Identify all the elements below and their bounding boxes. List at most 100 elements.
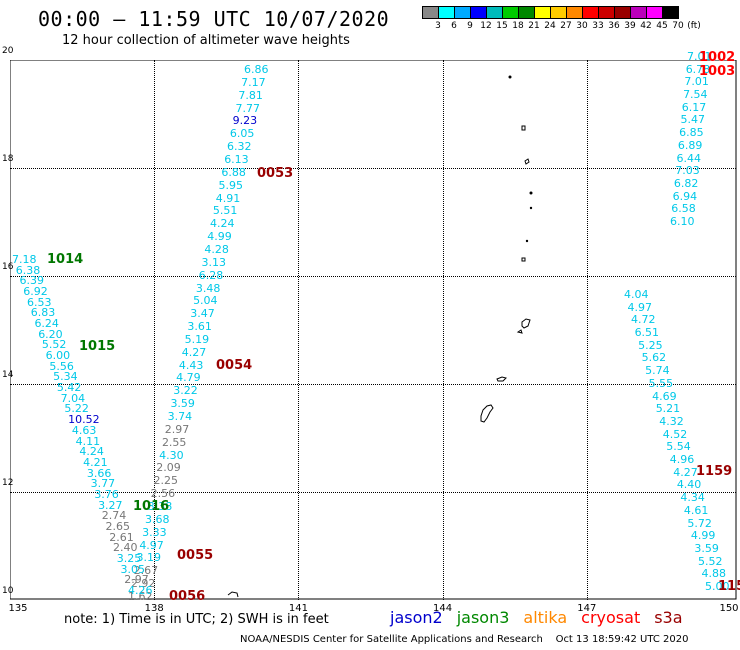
satellite-label: cryosat [581,608,641,627]
swh-value: 2.56 [150,487,176,501]
swh-value: 6.39 [19,274,44,288]
wave-height-map: 20 18 16 14 12 10 135 138 141 144 147 150 6.86 7.17 7… [2,46,740,614]
swh-value: 3.77 [90,477,116,491]
island [529,191,533,195]
legend-swatch [598,6,615,19]
legend-swatch [486,6,503,19]
legend-swatch [550,6,567,19]
swh-value: 5.42 [56,381,82,395]
legend-label: 42 [640,21,652,31]
swh-value: 4.04 [624,288,649,301]
swh-value: 5.52 [41,338,67,352]
time-label: 1002 [699,50,736,65]
swh-value: 6.28 [198,268,224,282]
swh-value: 4.72 [631,313,656,327]
time-label: 115 [718,579,740,594]
swh-value: 7.03 [675,164,700,178]
swh-value: 3.74 [167,410,193,424]
swh-value: 6.92 [23,285,48,299]
swh-value: 4.61 [683,503,709,517]
swh-value: 3.19 [136,551,161,565]
color-legend: 3 6 9 12 15 18 21 24 27 30 33 36 39 42 45 70 (ft) [422,6,701,31]
legend-label: 3 [435,21,441,31]
time-label: 0055 [177,548,214,563]
island [524,158,530,165]
swh-value: 4.97 [627,300,653,314]
legend-label: 70 [672,21,684,31]
swh-value: 2.09 [156,461,181,475]
swh-value: 6.32 [227,140,252,154]
latitude-label: 12 [2,478,14,488]
legend-swatch [438,6,455,19]
latitude-line [10,168,736,169]
longitude-line [298,60,300,600]
swh-value: 5.95 [218,178,244,192]
swh-value: 5.74 [645,364,670,378]
time-label: 1016 [133,499,170,514]
swh-value: 4.91 [215,191,241,205]
swh-value: 4.34 [680,491,705,505]
swh-value: 4.24 [210,217,235,231]
legend-swatch [582,6,599,19]
swh-value: 3.38 [147,500,173,514]
swh-value: 5.72 [687,516,712,530]
swh-value: 4.79 [176,371,201,385]
time-label: 0053 [257,166,294,181]
swh-value: 6.24 [34,317,59,331]
swh-value: 4.11 [75,434,101,448]
swh-value: 2.67 [133,564,159,578]
legend-label: (ft) [687,21,701,31]
island [525,239,529,243]
island [227,591,239,598]
swh-value: 3.13 [201,255,227,269]
legend-labels: 3 6 9 12 15 18 21 24 27 30 33 36 39 42 45 70 (ft) [422,19,701,31]
island [508,75,512,79]
swh-value: 3.59 [170,397,195,411]
swh-value: 4.40 [676,478,702,492]
map-frame [10,60,737,600]
legend-label: 15 [496,21,508,31]
credit-line: NOAA/NESDIS Center for Satellite Applica… [240,634,689,645]
legend-label: 24 [544,21,556,31]
latitude-label: 10 [2,586,14,596]
swh-value: 4.96 [669,453,695,467]
legend-swatch [534,6,551,19]
swh-value: 3.27 [98,498,123,512]
swh-value: 6.53 [26,295,52,309]
time-label: 0056 [169,589,206,604]
swh-value: 6.51 [634,326,660,340]
longitude-label: 150 [719,603,739,614]
swh-value: 4.24 [79,445,104,459]
swh-value: 4.27 [181,345,207,359]
legend-label: 27 [560,21,572,31]
swh-value: 10.52 [68,413,100,427]
satellite-label: jason3 [456,608,510,627]
longitude-label: 138 [144,603,164,614]
time-label: 1003 [699,64,736,79]
swh-value: 4.28 [204,242,229,256]
swh-value: 5.04 [193,294,218,308]
latitude-line [10,384,736,385]
longitude-line [442,60,444,600]
swh-value: 4.88 [701,567,726,581]
legend-label: 45 [656,21,668,31]
swh-value: 7.54 [683,88,708,102]
swh-value: 6.44 [676,151,702,165]
swh-value: 6.94 [672,189,698,203]
swh-value: 5.22 [64,402,89,416]
swh-value: 2.92 [130,577,156,591]
latitude-line [10,492,736,493]
swh-value: 7.17 [241,75,266,89]
legend-swatch [454,6,471,19]
swh-value: 6.89 [677,138,703,152]
swh-value: 7.18 [12,253,37,266]
latitude-label: 14 [2,370,14,380]
swh-value: 6.05 [229,127,255,141]
swh-value: 3.59 [694,541,719,555]
longitude-label: 135 [8,603,28,614]
swh-value: 2.61 [109,530,134,544]
island [521,257,526,262]
swh-value: 3.48 [195,281,221,295]
island-rota [496,376,507,382]
swh-value: 7.81 [238,88,263,102]
